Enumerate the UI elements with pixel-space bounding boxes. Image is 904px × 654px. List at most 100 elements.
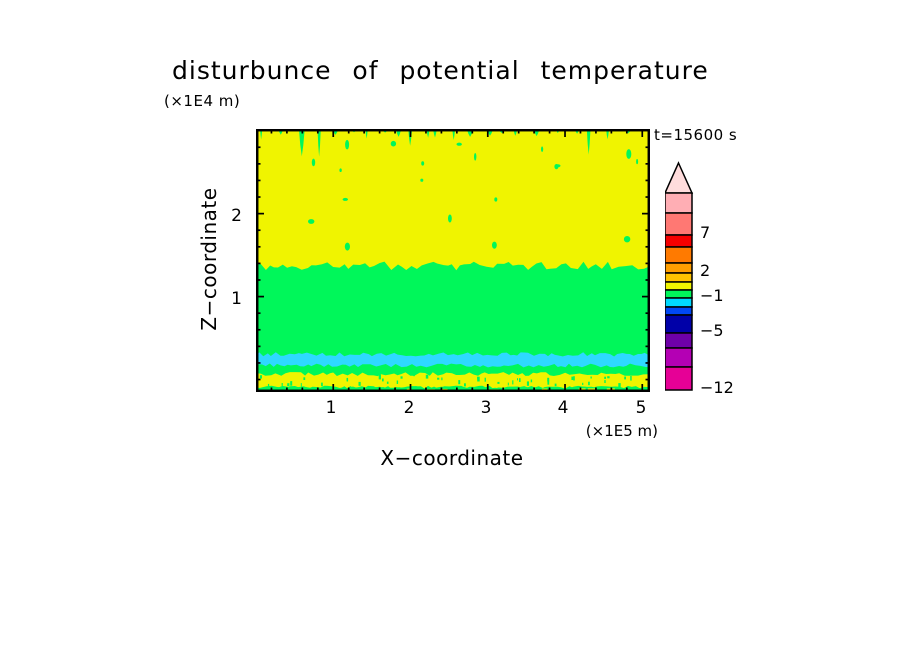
green-speck — [456, 142, 462, 146]
green-speckle — [425, 374, 429, 379]
green-speck — [636, 159, 639, 165]
green-speck — [623, 236, 631, 243]
green-speckle — [437, 377, 440, 380]
green-speckle — [321, 382, 323, 387]
green-speckle — [573, 376, 575, 381]
green-speck — [474, 153, 477, 161]
green-speck — [554, 164, 559, 170]
green-speckle — [287, 383, 290, 387]
x-tick-label: 5 — [635, 398, 647, 418]
green-speckle — [458, 380, 461, 385]
green-speckle — [400, 376, 403, 379]
plot-frame — [255, 128, 651, 393]
green-speckle — [358, 381, 361, 386]
green-speckle — [281, 383, 283, 386]
green-speck — [344, 242, 350, 251]
green-speckle — [507, 382, 509, 386]
colorbar-segment — [664, 234, 693, 248]
green-speck — [420, 178, 424, 182]
green-speck — [494, 197, 498, 202]
colorbar-label: −1 — [700, 286, 724, 305]
z-tick-label: 2 — [231, 206, 242, 226]
green-speckle — [624, 376, 626, 380]
lower-yellow-band — [256, 372, 650, 389]
z-axis-unit-label: (×1E4 m) — [164, 92, 241, 110]
green-speckle — [477, 376, 480, 382]
green-speckle — [519, 378, 521, 382]
colorbar-segment — [664, 246, 693, 264]
cyan-band — [256, 352, 650, 368]
green-speckle — [259, 375, 262, 379]
top-edge-streak — [260, 129, 263, 140]
colorbar-overflow-arrow — [663, 161, 694, 194]
top-edge-streak — [298, 129, 305, 157]
green-speckle — [413, 374, 415, 377]
green-speckle — [590, 376, 592, 379]
green-speck — [541, 146, 544, 152]
field-green-region — [256, 261, 650, 395]
green-speck — [421, 161, 425, 166]
green-speckle — [530, 379, 533, 383]
green-speckle — [618, 383, 621, 388]
green-speck — [308, 219, 315, 224]
green-speckle — [290, 381, 293, 386]
green-speck — [448, 214, 452, 223]
contour-plot — [255, 128, 651, 395]
green-speckle — [497, 381, 500, 384]
colorbar-segment — [664, 306, 693, 316]
z-tick-label: 1 — [231, 289, 242, 309]
colorbar-segment — [664, 289, 693, 299]
green-speck — [339, 168, 342, 172]
green-speckle — [607, 376, 610, 379]
colorbar-segment — [664, 332, 693, 349]
green-speck — [626, 149, 632, 159]
green-speck — [311, 158, 316, 167]
green-speckle — [517, 378, 518, 381]
x-tick-label: 1 — [325, 398, 337, 418]
x-axis-title: X−coordinate — [380, 446, 524, 470]
colorbar: 7 2 −1 −5 −12 — [663, 160, 750, 405]
green-speckle — [630, 376, 632, 381]
colorbar-segment — [664, 272, 693, 283]
green-speck — [345, 139, 350, 150]
green-speckle — [378, 374, 381, 380]
green-speckle — [604, 380, 606, 383]
yellow-speck — [578, 388, 586, 391]
x-tick-label: 3 — [480, 398, 492, 418]
green-speckle — [547, 380, 550, 385]
yellow-speck — [587, 388, 596, 391]
green-speckle — [547, 377, 550, 382]
green-speckle — [582, 382, 584, 385]
colorbar-label: 2 — [700, 261, 710, 280]
x-tick-label: 2 — [403, 398, 415, 418]
top-edge-streak — [586, 129, 591, 155]
colorbar-segment — [664, 347, 693, 368]
green-speckle — [300, 383, 302, 387]
colorbar-segment — [664, 192, 693, 214]
chart-title: disturbunce of potential temperature — [172, 56, 709, 85]
yellow-speck — [541, 388, 548, 390]
green-speckle — [464, 383, 466, 387]
green-speckle — [382, 378, 384, 382]
green-speck — [492, 241, 497, 249]
top-edge-streak — [606, 129, 610, 140]
green-speckle — [303, 377, 306, 380]
green-speckle — [526, 381, 529, 386]
colorbar-segment — [664, 212, 693, 236]
colorbar-segment — [664, 281, 693, 291]
colorbar-segment — [664, 314, 693, 334]
green-speckle — [396, 380, 399, 384]
green-speck — [390, 140, 397, 147]
green-speckle — [604, 376, 606, 379]
green-speckle — [386, 381, 389, 384]
colorbar-label: −5 — [700, 321, 724, 340]
green-speck — [342, 197, 348, 201]
x-axis-unit-label: (×1E5 m) — [585, 422, 658, 440]
colorbar-label: −12 — [700, 378, 734, 397]
green-speckle — [267, 383, 270, 387]
green-speckle — [346, 378, 349, 382]
x-tick-label: 4 — [557, 398, 569, 418]
top-edge-streak — [317, 129, 321, 157]
green-speckle — [441, 377, 443, 381]
